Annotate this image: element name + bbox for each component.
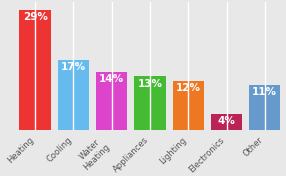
Bar [19,10,51,130]
Bar [96,72,127,130]
Bar [134,76,166,130]
Text: 13%: 13% [138,78,162,89]
Text: 29%: 29% [23,12,47,22]
Bar [172,81,204,130]
Bar [249,85,281,130]
Bar [58,60,89,130]
Text: 12%: 12% [176,83,201,93]
Text: 14%: 14% [99,74,124,84]
Bar [211,114,242,130]
Text: 17%: 17% [61,62,86,72]
Text: 4%: 4% [218,116,235,126]
Text: 11%: 11% [252,87,277,97]
